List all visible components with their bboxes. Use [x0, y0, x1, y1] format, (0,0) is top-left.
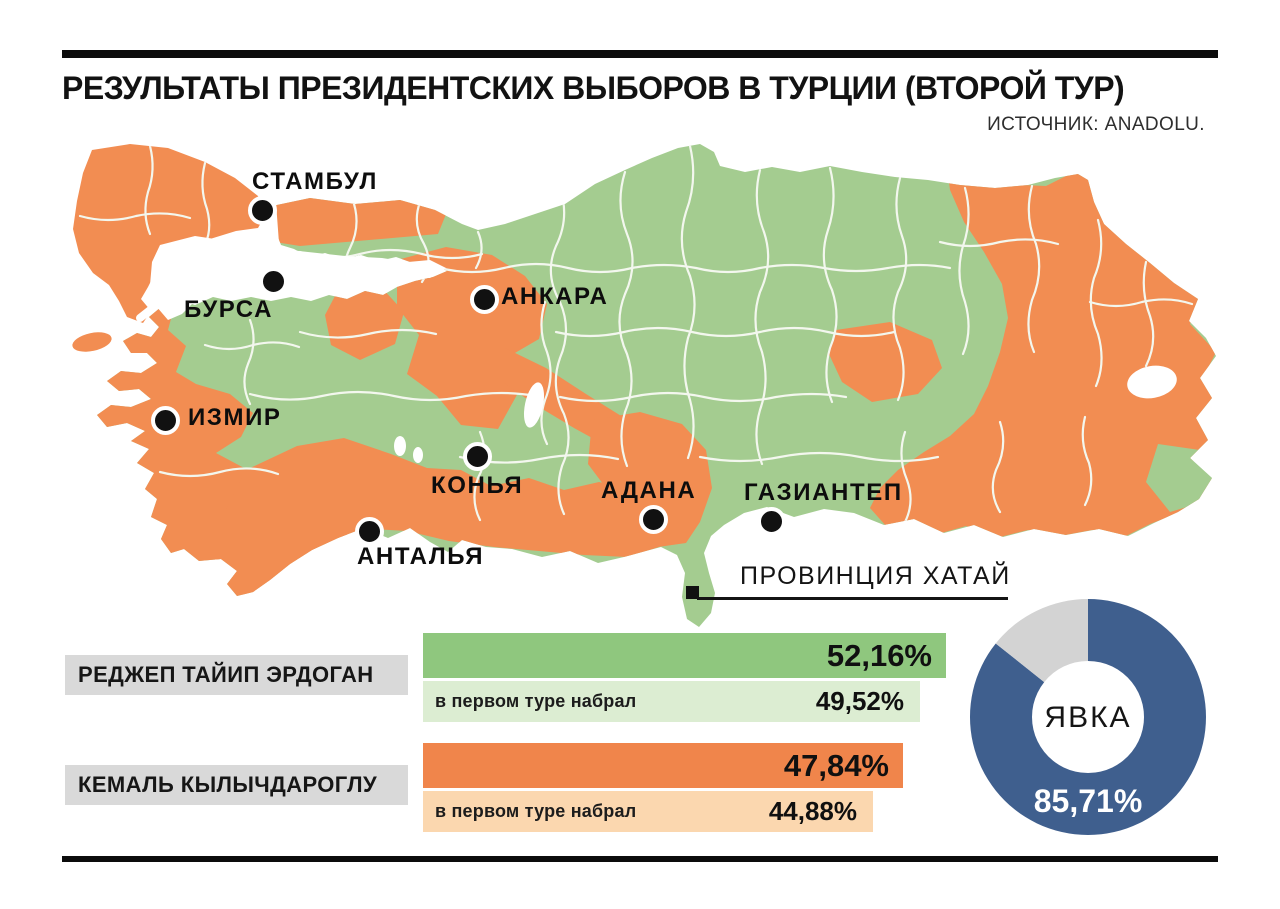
page-title: РЕЗУЛЬТАТЫ ПРЕЗИДЕНТСКИХ ВЫБОРОВ В ТУРЦИ…: [62, 70, 1125, 106]
candidate-name-erdogan: РЕДЖЕП ТАЙИП ЭРДОГАН: [65, 655, 408, 695]
city-label-adana: АДАНА: [601, 477, 697, 504]
kilicdaroglu-first-round-bar: в первом туре набрал 44,88%: [423, 791, 873, 832]
city-dot-istanbul: [247, 195, 277, 225]
first-round-note: в первом туре набрал: [435, 801, 637, 821]
city-dot-gaziantep: [756, 506, 786, 536]
city-dot-bursa: [258, 266, 288, 296]
erdogan-first-round-bar: в первом туре набрал 49,52%: [423, 681, 920, 722]
turnout-title: ЯВКА: [1044, 701, 1132, 734]
hatay-annotation-underline: [697, 597, 1008, 600]
erdogan-second-round-value: 52,16%: [826, 638, 932, 673]
bottom-rule: [62, 856, 1218, 862]
city-dot-ankara: [469, 284, 499, 314]
marmara-sea: [150, 236, 446, 320]
kilicdaroglu-second-round-value: 47,84%: [783, 748, 889, 783]
city-label-konya: КОНЬЯ: [431, 472, 524, 499]
candidate-name-kilicdaroglu: КЕМАЛЬ КЫЛЫЧДАРОГЛУ: [65, 765, 408, 805]
city-dot-antalya: [354, 516, 384, 546]
province-borders: [158, 144, 1194, 524]
first-round-note: в первом туре набрал: [435, 691, 637, 711]
city-dot-izmir: [150, 405, 180, 435]
erdogan-first-round-value: 49,52%: [815, 686, 904, 716]
kilicdaroglu-second-round-bar: 47,84%: [423, 743, 903, 788]
top-rule: [62, 50, 1218, 58]
city-label-bursa: БУРСА: [184, 296, 274, 323]
city-label-antalya: АНТАЛЬЯ: [357, 543, 485, 570]
turnout-remainder-slice: [995, 599, 1088, 683]
city-label-istanbul: СТАМБУЛ: [252, 168, 378, 195]
kilicdaroglu-first-round-value: 44,88%: [768, 796, 857, 826]
aegean-island: [72, 332, 112, 352]
city-dot-adana: [638, 504, 668, 534]
erdogan-second-round-bar: 52,16%: [423, 633, 946, 678]
city-label-ankara: АНКАРА: [501, 283, 609, 310]
hatay-marker-square: [686, 586, 699, 599]
turnout-donut-chart: [969, 599, 1206, 835]
kilicdaroglu-provinces: [97, 160, 1216, 622]
turnout-value: 85,71%: [1033, 783, 1143, 819]
turnout-slice: [969, 599, 1206, 835]
city-dot-konya: [462, 441, 492, 471]
source-attribution: ИСТОЧНИК: ANADOLU.: [987, 114, 1205, 135]
city-label-izmir: ИЗМИР: [188, 404, 282, 431]
city-label-gaziantep: ГАЗИАНТЕП: [744, 479, 903, 506]
lakes: [394, 365, 1177, 463]
hatay-annotation-label: ПРОВИНЦИЯ ХАТАЙ: [740, 562, 1011, 590]
